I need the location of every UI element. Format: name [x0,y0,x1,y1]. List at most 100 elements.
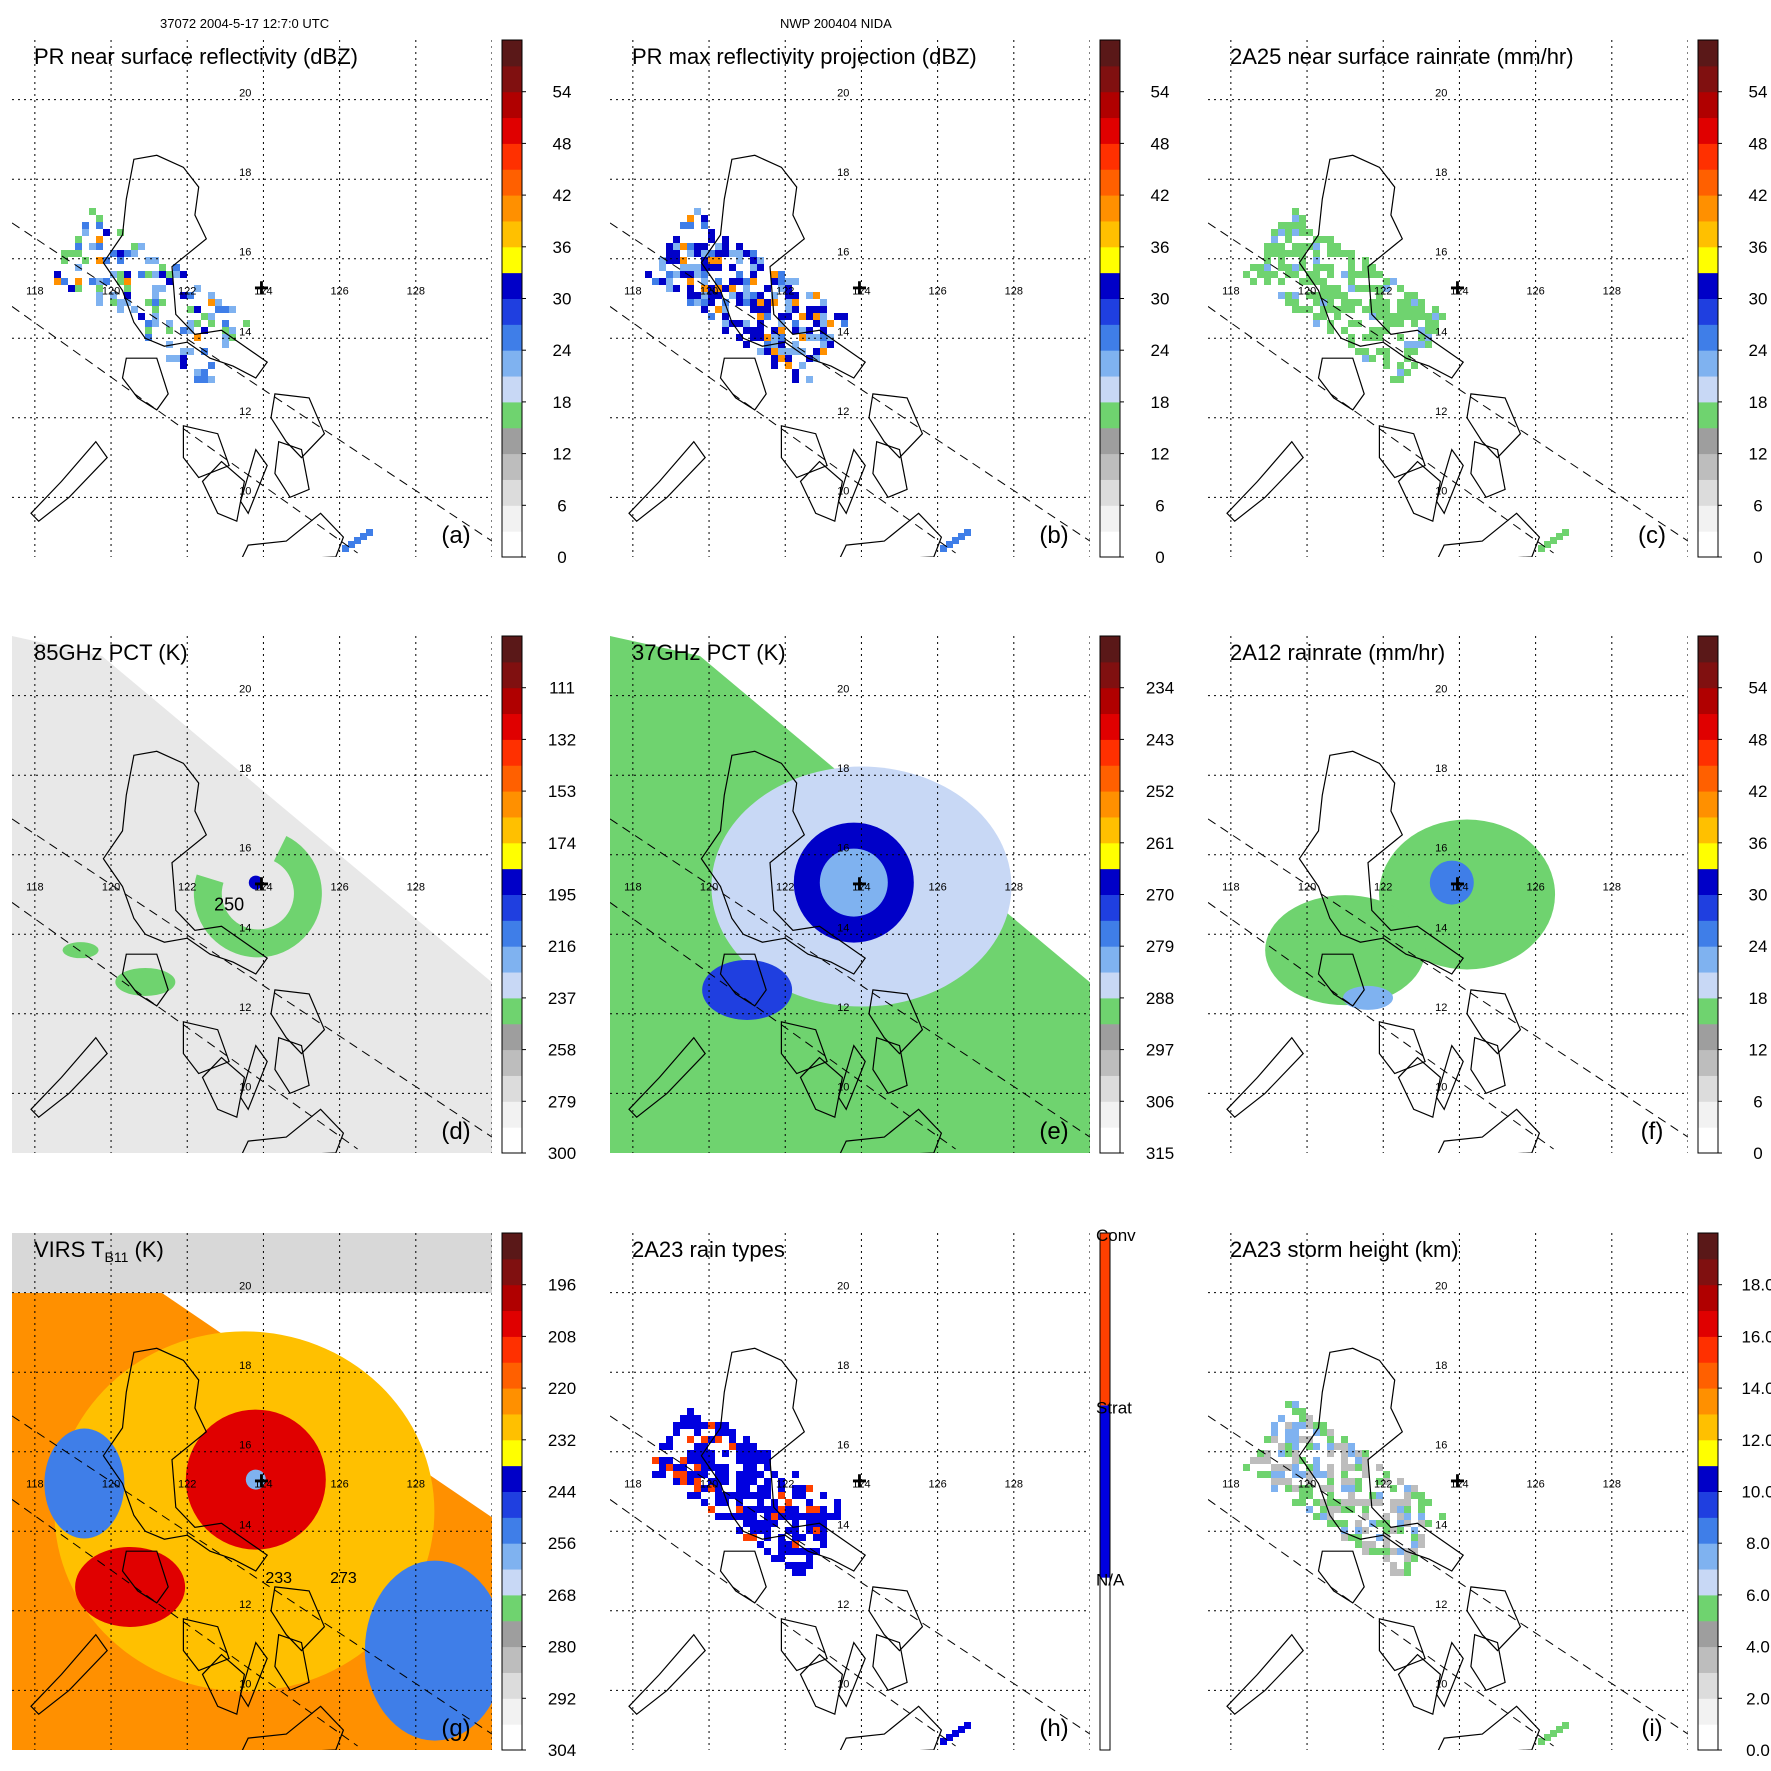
swath-pixel [1299,243,1306,250]
swath-pixel [1313,243,1320,250]
coastline [799,460,844,523]
swath-pixel [1292,1443,1299,1450]
swath-pixel [750,327,757,334]
coastline [1397,1056,1442,1119]
colorbar-segment [1698,687,1718,715]
swath-pixel [792,1471,799,1478]
coastline [30,1633,108,1716]
lat-label: 12 [239,406,251,418]
swath-pixel [799,313,806,320]
lat-label: 20 [837,1281,849,1293]
lon-label: 126 [1526,1479,1544,1491]
swath-pixel [1292,1436,1299,1443]
swath-pixel [152,320,159,327]
swath-pixel [1376,1492,1383,1499]
lon-label: 128 [1603,286,1621,298]
colorbar-segment [1100,40,1120,67]
swath-pixel [701,1422,708,1429]
swath-pixel [743,1443,750,1450]
rainband [702,959,793,1020]
swath-pixel [1355,1450,1362,1457]
swath-pixel [799,1513,806,1520]
swath-pixel [659,1457,666,1464]
swath-pixel [124,299,131,306]
swath-pixel [1348,306,1355,313]
swath-pixel [1299,1408,1306,1415]
panel-letter: (h) [1039,1715,1068,1742]
colorbar-label: 54 [553,83,572,102]
swath-pixel [1411,1492,1418,1499]
colorbar-label: 24 [1749,937,1768,956]
colorbar-segment [1100,1023,1120,1051]
swath-pixel [1411,292,1418,299]
lon-label: 126 [330,1479,348,1491]
swath-pixel [964,529,971,536]
swath-pixel [964,1722,971,1729]
swath-pixel [1348,250,1355,257]
swath-pixel [1383,1548,1390,1555]
contour-label: 273 [330,1570,357,1587]
swath-pixel [680,264,687,271]
lon-label: 128 [1005,1479,1023,1491]
swath-pixel [1327,1443,1334,1450]
colorbar-segment [502,91,522,119]
colorbar-segment [502,1465,522,1492]
swath-pixel [743,1471,750,1478]
colorbar-segment [502,246,522,274]
lon-label: 120 [102,286,120,298]
swath-pixel [806,1555,813,1562]
swath-pixel [750,1457,757,1464]
swath-pixel [792,278,799,285]
panel-letter: (f) [1641,1118,1664,1145]
colorbar-segment [502,1569,522,1596]
swath-pixel [715,264,722,271]
lon-label: 122 [178,1479,196,1491]
swath-pixel [1285,292,1292,299]
swath-pixel [750,1464,757,1471]
colorbar-segment [1100,636,1120,663]
swath-pixel [1376,334,1383,341]
colorbar-segment [502,401,522,429]
swath-pixel [834,313,841,320]
swath-pixel [764,341,771,348]
swath-pixel [243,320,250,327]
swath-pixel [722,1471,729,1478]
swath-pixel [110,292,117,299]
colorbar-segment [1100,298,1120,325]
swath-pixel [1425,1499,1432,1506]
colorbar-segment [1698,739,1718,766]
swath-pixel [736,334,743,341]
lat-label: 16 [239,1440,251,1452]
swath-pixel [715,1464,722,1471]
swath-pixel [1369,306,1376,313]
swath-pixel [799,362,806,369]
swath-pixel [1320,292,1327,299]
swath-pixel [1292,264,1299,271]
lat-label: 12 [837,406,849,418]
colorbar-segment [502,946,522,973]
swath-pixel [1334,1499,1341,1506]
swath-pixel [1334,306,1341,313]
swath-pixel [1404,1513,1411,1520]
swath-pixel [201,313,208,320]
colorbar-a: 0 6 12 18 24 30 36 42 48 54 [501,39,572,567]
swath-pixel [1397,1548,1404,1555]
colorbar-segment [1698,1049,1718,1076]
swath-pixel [159,285,166,292]
coastline [719,1550,767,1604]
colorbar-label: 300 [548,1144,576,1163]
swath-pixel [757,1541,764,1548]
swath-pixel [1306,292,1313,299]
coastline [837,1641,866,1708]
swath-pixel [1348,257,1355,264]
swath-pixel [666,1457,673,1464]
colorbar-segment [1100,661,1120,689]
swath-pixel [792,292,799,299]
swath-pixel [1348,1450,1355,1457]
swath-pixel [722,1492,729,1499]
swath-pixel [1271,229,1278,236]
colorbar-segment [1698,1101,1718,1128]
swath-pixel [1327,1520,1334,1527]
swath-pixel [764,1492,771,1499]
swath-pixel [806,1520,813,1527]
